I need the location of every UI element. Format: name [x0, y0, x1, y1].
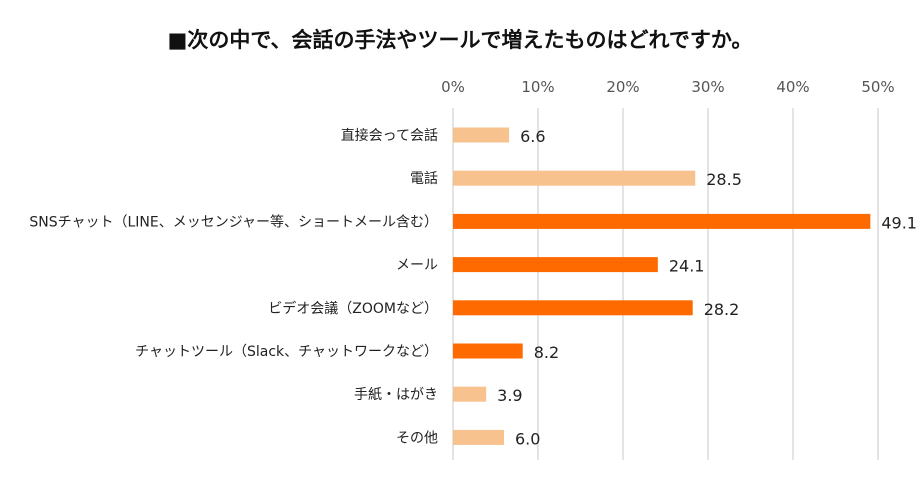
x-tick-label: 0% [441, 78, 465, 96]
category-label: 手紙・はがき [354, 387, 438, 403]
value-label: 6.0 [515, 429, 540, 448]
x-tick-label: 20% [606, 78, 639, 96]
bars [453, 127, 871, 445]
category-label: SNSチャット（LINE、メッセンジャー等、ショートメール含む） [29, 213, 438, 230]
category-label: 電話 [410, 170, 438, 187]
value-labels: 6.6 28.5 49.1 24.1 28.2 8.2 3.9 6.0 [497, 127, 917, 448]
bar [453, 170, 696, 186]
bar [453, 127, 510, 143]
chart-title: ■次の中で、会話の手法やツールで増えたものはどれですか。 [167, 28, 753, 52]
bar [453, 429, 504, 445]
x-tick-label: 30% [691, 78, 724, 96]
category-label: その他 [396, 430, 438, 446]
grid-lines [452, 108, 879, 460]
value-label: 6.6 [520, 127, 545, 146]
bar [453, 257, 658, 273]
bar [453, 386, 487, 402]
value-label: 49.1 [881, 213, 917, 232]
category-label: チャットツール（Slack、チャットワークなど） [135, 344, 438, 360]
value-label: 3.9 [497, 386, 522, 405]
x-tick-label: 10% [521, 78, 554, 96]
category-label: 直接会って会話 [341, 127, 438, 144]
bar [453, 343, 523, 359]
bar [453, 213, 871, 229]
value-label: 24.1 [669, 257, 705, 276]
bar [453, 300, 693, 316]
value-label: 28.2 [704, 300, 740, 319]
category-label: メール [396, 258, 438, 274]
x-tick-label: 40% [776, 78, 809, 96]
x-axis-ticks: 0% 10% 20% 30% 40% 50% [441, 78, 895, 96]
x-tick-label: 50% [861, 78, 894, 96]
category-label: ビデオ会議（ZOOMなど） [268, 300, 438, 317]
value-label: 8.2 [534, 343, 559, 362]
value-label: 28.5 [706, 170, 742, 189]
